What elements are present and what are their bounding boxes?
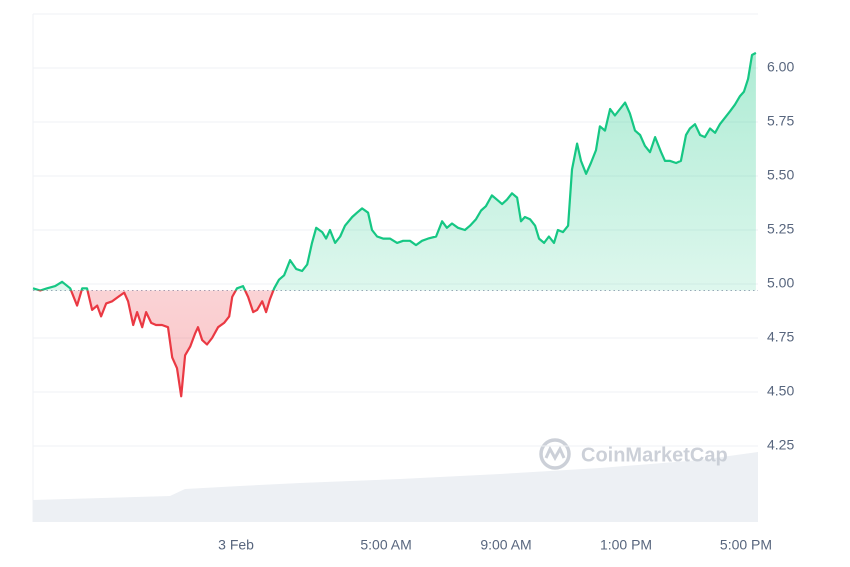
y-tick-label: 4.50 [767,383,794,399]
line-up [32,51,757,291]
volume-area [33,452,758,522]
y-tick-label: 4.75 [767,329,794,345]
area-up [33,52,756,291]
y-tick-label: 4.25 [767,437,794,453]
y-tick-label: 5.50 [767,167,794,183]
x-tick-label: 1:00 PM [600,537,652,553]
line-down [36,290,275,398]
x-tick-label: 9:00 AM [480,537,531,553]
watermark-text: CoinMarketCap [581,444,728,466]
y-tick-label: 6.00 [767,59,794,75]
watermark: CoinMarketCap [539,438,728,470]
y-tick-label: 5.75 [767,113,794,129]
y-tick-label: 5.25 [767,221,794,237]
x-tick-label: 5:00 AM [360,537,411,553]
y-tick-label: 5.00 [767,275,794,291]
x-tick-label: 3 Feb [218,537,254,553]
x-tick-label: 5:00 PM [720,537,772,553]
area-down [33,290,756,397]
